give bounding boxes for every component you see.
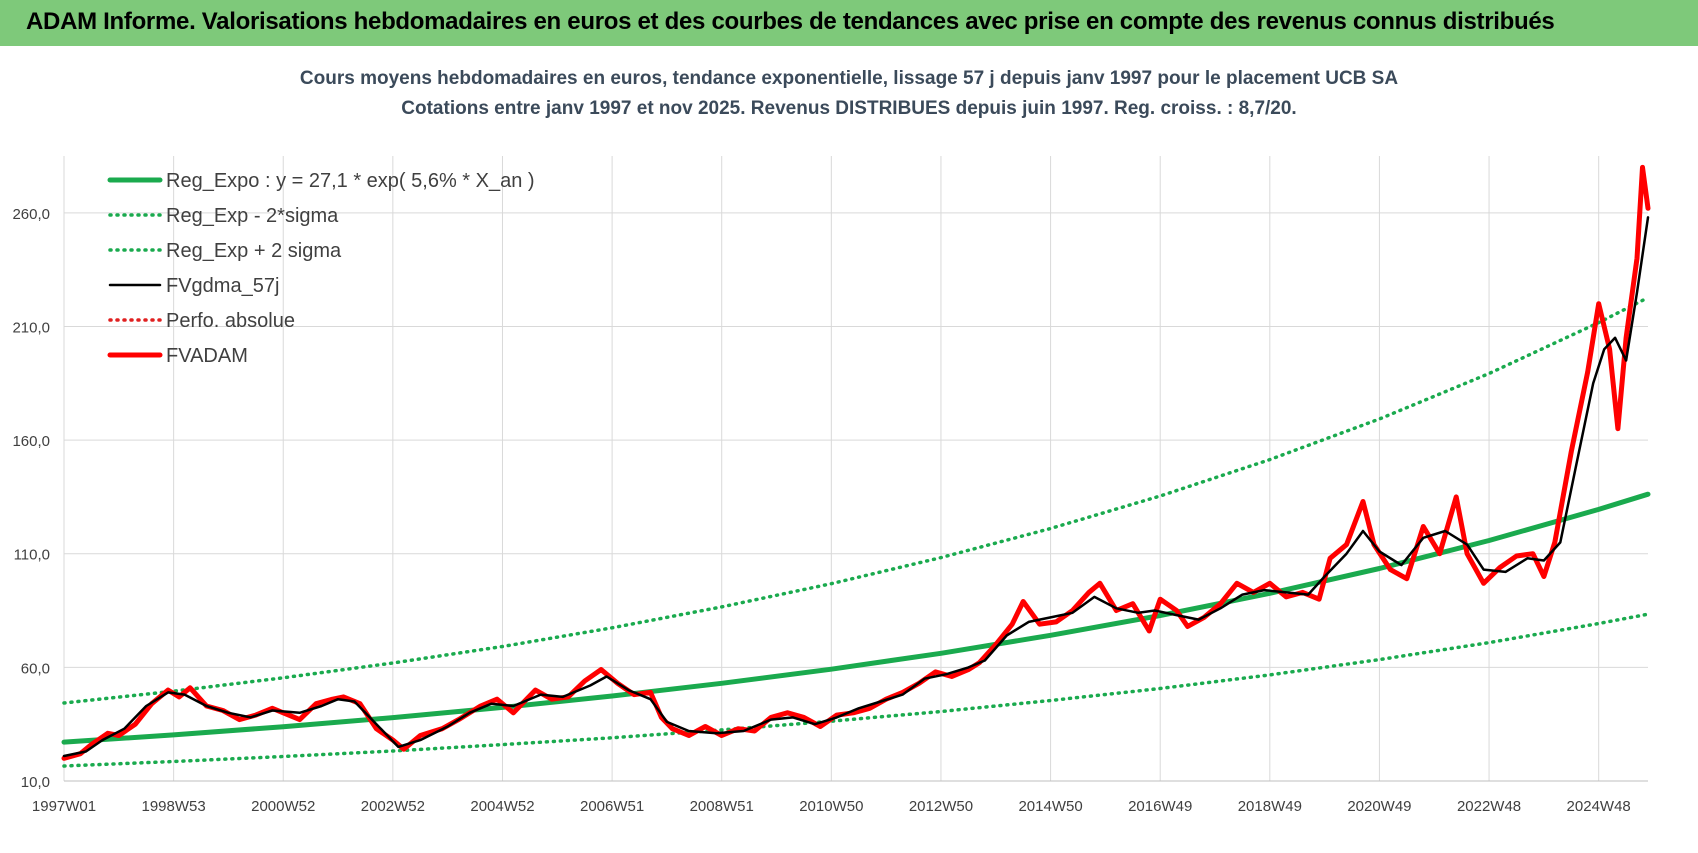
x-tick-label: 2020W49: [1347, 798, 1411, 815]
x-tick-label: 2002W52: [361, 798, 425, 815]
x-tick-label: 2012W50: [909, 798, 973, 815]
legend-label: Reg_Expo : y = 27,1 * exp( 5,6% * X_an ): [166, 170, 535, 192]
y-tick-label: 110,0: [14, 547, 50, 564]
chart-svg: Cours moyens hebdomadaires en euros, ten…: [0, 46, 1698, 848]
chart-subtitle: Cotations entre janv 1997 et nov 2025. R…: [401, 98, 1296, 119]
x-tick-label: 2022W48: [1457, 798, 1521, 815]
x-tick-label: 2018W49: [1238, 798, 1302, 815]
y-tick-label: 260,0: [12, 206, 50, 223]
x-tick-label: 2006W51: [580, 798, 644, 815]
y-tick-label: 60,0: [21, 660, 50, 677]
chart-title: Cours moyens hebdomadaires en euros, ten…: [300, 68, 1398, 89]
x-tick-label: 2004W52: [470, 798, 534, 815]
series-line: [62, 295, 1650, 705]
x-tick-label: 2008W51: [690, 798, 754, 815]
series-line: [61, 491, 1651, 745]
chart-area: Cours moyens hebdomadaires en euros, ten…: [0, 46, 1698, 848]
x-tick-label: 1998W53: [142, 798, 206, 815]
y-tick-label: 160,0: [12, 433, 50, 450]
x-tick-label: 2010W50: [799, 798, 863, 815]
report-title: ADAM Informe. Valorisations hebdomadaire…: [26, 8, 1555, 35]
legend-label: Reg_Exp + 2 sigma: [166, 240, 342, 262]
legend-label: Reg_Exp - 2*sigma: [166, 205, 339, 227]
x-tick-label: 2016W49: [1128, 798, 1192, 815]
grid-layer: [63, 156, 1648, 782]
y-tick-label: 10,0: [21, 774, 50, 791]
y-tick-label: 210,0: [12, 319, 50, 336]
legend-label: FVADAM: [166, 345, 248, 367]
legend: Reg_Expo : y = 27,1 * exp( 5,6% * X_an )…: [107, 170, 535, 367]
series-line: [61, 164, 1651, 761]
x-tick-label: 2000W52: [251, 798, 315, 815]
series-line: [62, 216, 1650, 758]
x-tick-label: 1997W01: [32, 798, 96, 815]
series-layer: [61, 164, 1651, 768]
axis-layer: 10,0 60,0 110,0 160,0 210,0 260,0 1997W01 1998W…: [12, 206, 1648, 815]
legend-label: Perfo. absolue: [166, 310, 295, 332]
legend-label: FVgdma_57j: [166, 275, 279, 297]
report-banner: ADAM Informe. Valorisations hebdomadaire…: [0, 0, 1698, 46]
x-tick-label: 2024W48: [1567, 798, 1631, 815]
series-line: [62, 612, 1650, 768]
x-tick-label: 2014W50: [1018, 798, 1082, 815]
